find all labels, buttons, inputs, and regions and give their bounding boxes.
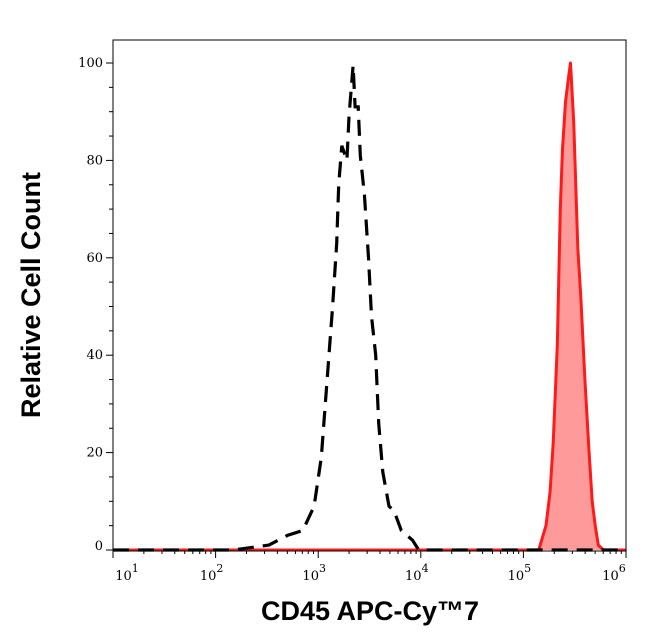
x-tick-label: 104 <box>405 562 429 584</box>
tick-exponent: 2 <box>216 562 223 575</box>
x-axis-label: CD45 APC-Cy™7 <box>261 596 479 626</box>
series-1-line <box>113 61 626 552</box>
series-1-fill <box>113 63 626 550</box>
tick-exponent: 3 <box>319 562 326 575</box>
y-axis: 0 20 40 60 80 100 <box>78 56 113 554</box>
y-tick-label: 80 <box>86 153 103 168</box>
x-tick-label: 102 <box>200 562 224 584</box>
tick-base: 10 <box>602 569 619 584</box>
series-0-line <box>113 65 626 552</box>
tick-exponent: 4 <box>422 562 429 575</box>
plot-marks <box>113 61 626 552</box>
tick-base: 10 <box>302 569 319 584</box>
tick-exponent: 5 <box>524 562 531 575</box>
tick-exponent: 1 <box>132 562 139 575</box>
x-tick-label: 101 <box>115 562 139 584</box>
x-tick-label: 106 <box>602 562 626 584</box>
y-tick-label: 60 <box>86 251 103 266</box>
x-tick-label: 105 <box>508 562 532 584</box>
tick-base: 10 <box>508 569 525 584</box>
plot-frame <box>112 39 627 552</box>
tick-base: 10 <box>200 569 217 584</box>
y-tick-label: 40 <box>86 348 103 363</box>
x-tick-label: 103 <box>302 562 326 584</box>
y-tick-label: 0 <box>95 539 103 554</box>
y-tick-label: 100 <box>78 56 103 71</box>
y-axis-label: Relative Cell Count <box>16 172 46 418</box>
tick-base: 10 <box>405 569 422 584</box>
tick-exponent: 6 <box>619 562 626 575</box>
tick-base: 10 <box>115 569 132 584</box>
y-tick-label: 20 <box>86 446 103 461</box>
